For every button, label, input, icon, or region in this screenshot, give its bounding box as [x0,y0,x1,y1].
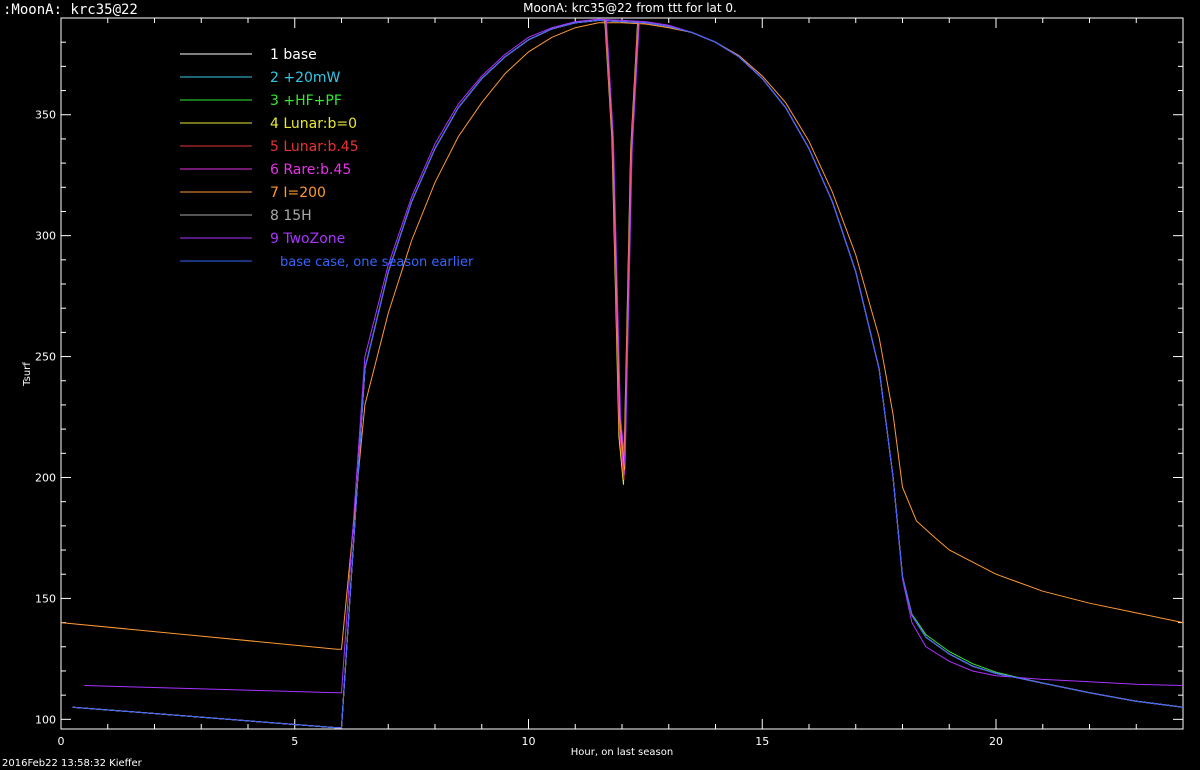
legend-label: 4 Lunar:b=0 [270,116,357,132]
series-line [72,19,1184,729]
series-lines [60,18,1184,729]
y-tick-label: 250 [35,351,56,364]
legend: 1 base 2 +20mW 3 +HF+PF 4 Lunar:b=0 5 Lunar:… [180,47,474,270]
x-tick-label: 10 [522,735,536,748]
window-title: :MoonA: krc35@22 [3,2,138,18]
legend-label: base case, one season earlier [280,255,474,270]
x-tick-label: 5 [291,735,298,748]
footer-timestamp: 2016Feb22 13:58:32 Kieffer [2,758,142,769]
legend-label: 5 Lunar:b.45 [270,139,359,155]
legend-label: 1 base [270,47,317,63]
y-tick-label: 300 [35,230,56,243]
series-line [72,19,1184,729]
x-axis: 0 5 10 15 20 [58,18,1184,748]
legend-label: 2 +20mW [270,70,341,86]
x-tick-label: 0 [58,735,65,748]
legend-label: 3 +HF+PF [270,93,342,109]
series-dip [605,20,640,466]
series-line [72,19,1184,729]
y-tick-label: 350 [35,109,56,122]
legend-label: 6 Rare:b.45 [270,162,351,178]
series-line [72,19,1184,729]
series-line [72,19,1184,729]
x-tick-label: 15 [755,735,769,748]
chart-title: MoonA: krc35@22 from ttt for lat 0. [523,1,737,15]
series-line [72,19,1184,729]
y-axis-label: Tsurf [22,362,33,387]
x-tick-label: 20 [989,735,1003,748]
y-tick-label: 150 [35,592,56,605]
series-line [60,22,1184,650]
x-axis-label: Hour, on last season [571,747,673,758]
legend-label: 7 I=200 [270,185,326,201]
y-axis: 100 150 200 250 300 350 [35,17,1183,726]
plot-frame [60,17,1184,730]
series-line [72,19,1184,729]
legend-label: 9 TwoZone [270,231,345,247]
series-line [72,19,1184,729]
legend-label: 8 15H [270,208,312,224]
y-tick-label: 200 [35,471,56,484]
y-tick-label: 100 [35,713,56,726]
